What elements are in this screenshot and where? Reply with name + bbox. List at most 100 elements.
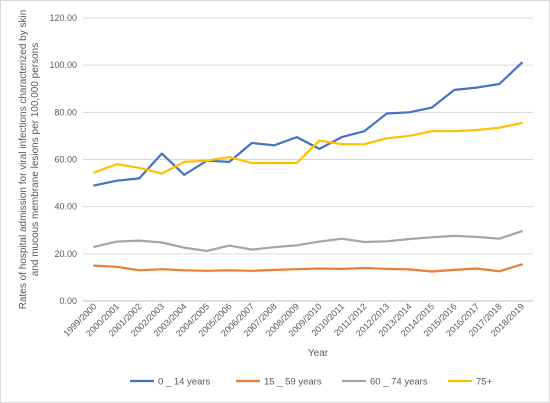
data-point (183, 160, 186, 163)
data-point (475, 267, 478, 270)
y-tick-label: 120.00 (49, 13, 77, 23)
data-point (363, 241, 366, 243)
data-point (340, 136, 343, 138)
data-point (273, 268, 276, 271)
data-point (340, 237, 343, 240)
data-point (115, 179, 118, 182)
series-lines (93, 61, 523, 273)
data-point (408, 268, 411, 271)
x-axis-ticks: 1999/20002000/20012001/20022002/20032003… (62, 301, 527, 338)
legend-label: 60 _ 74 years (370, 377, 428, 388)
data-point (115, 240, 118, 243)
data-point (93, 264, 96, 267)
y-tick-label: 80.00 (54, 107, 77, 117)
y-tick-label: 20.00 (54, 249, 77, 259)
data-point (205, 269, 208, 272)
data-point (475, 235, 478, 238)
data-point (520, 61, 523, 64)
data-point (205, 250, 208, 252)
data-point (453, 268, 456, 271)
data-point (115, 265, 118, 268)
y-axis-ticks: 0.00 20.00 40.00 60.00 80.00 100.00 120.00 (49, 13, 77, 306)
y-tick-label: 100.00 (49, 60, 77, 70)
data-point (295, 268, 298, 271)
data-point (318, 267, 321, 270)
data-point (408, 111, 411, 114)
data-point (93, 245, 96, 248)
series-line (93, 230, 523, 253)
series-line (93, 61, 523, 187)
data-point (160, 172, 163, 175)
y-axis-title-line-1: Rates of hospital admission for viral in… (18, 10, 29, 310)
data-point (318, 147, 321, 150)
data-point (453, 89, 456, 91)
data-point (295, 162, 298, 164)
data-point (408, 135, 411, 137)
gridlines (83, 17, 533, 302)
data-point (250, 162, 253, 164)
series-line (93, 263, 523, 273)
legend-label: 75+ (476, 377, 493, 388)
data-point (273, 144, 276, 147)
data-point (183, 173, 186, 176)
data-point (273, 162, 276, 164)
data-point (250, 248, 253, 251)
data-point (453, 130, 456, 133)
data-point (115, 163, 118, 166)
data-point (430, 106, 433, 109)
data-point (430, 130, 433, 133)
y-tick-label: 0.00 (59, 296, 77, 306)
data-point (498, 83, 501, 85)
data-point (295, 244, 298, 247)
y-tick-label: 60.00 (54, 155, 77, 165)
data-point (183, 246, 186, 249)
data-point (160, 241, 163, 244)
data-point (498, 237, 501, 240)
data-point (160, 268, 163, 271)
data-point (385, 268, 388, 270)
data-point (363, 130, 366, 133)
legend-label: 15 _ 59 years (264, 377, 322, 388)
data-point (160, 152, 163, 155)
data-point (250, 269, 253, 272)
data-point (93, 184, 96, 187)
data-point (228, 269, 231, 272)
data-point (340, 268, 343, 270)
data-point (138, 239, 141, 242)
data-point (385, 240, 388, 243)
data-point (475, 129, 478, 131)
data-point (475, 86, 478, 89)
data-point (138, 269, 141, 272)
data-point (295, 136, 298, 138)
data-point (430, 236, 433, 239)
x-axis-title: Year (308, 348, 329, 359)
data-point (138, 166, 141, 169)
data-point (520, 122, 523, 124)
legend-label: 0 _ 14 years (158, 377, 211, 388)
data-point (273, 246, 276, 249)
data-point (318, 240, 321, 243)
data-point (318, 139, 321, 142)
data-point (498, 270, 501, 273)
y-tick-label: 40.00 (54, 202, 77, 212)
data-point (93, 171, 96, 174)
data-point (453, 235, 456, 237)
data-point (520, 263, 523, 266)
data-point (228, 244, 231, 247)
data-point (228, 156, 231, 159)
data-point (205, 159, 208, 162)
series-line (93, 121, 523, 175)
data-point (138, 177, 141, 180)
y-axis-title-line-2: and mucous membrane lesions per 100,000 … (30, 43, 41, 276)
legend: 0 _ 14 years 15 _ 59 years 60 _ 74 years 75… (130, 377, 493, 388)
data-point (520, 230, 523, 233)
data-point (363, 143, 366, 146)
data-point (228, 160, 231, 163)
data-point (363, 267, 366, 269)
data-point (385, 137, 388, 140)
data-point (250, 142, 253, 144)
data-point (183, 269, 186, 272)
data-point (408, 238, 411, 240)
